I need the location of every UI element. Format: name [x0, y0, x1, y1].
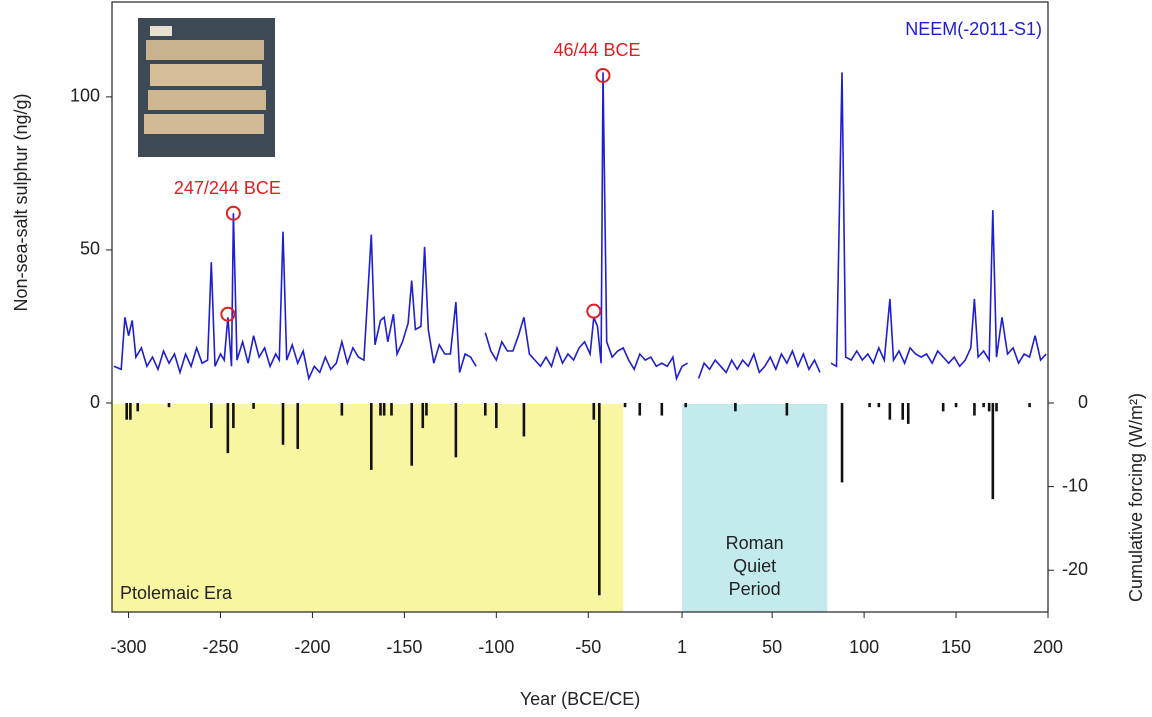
forcing-bar	[941, 403, 945, 412]
forcing-bar	[623, 403, 627, 408]
forcing-bar	[954, 403, 958, 408]
forcing-bar	[995, 403, 998, 412]
forcing-bar	[660, 403, 664, 416]
forcing-bar	[684, 403, 688, 408]
x-axis-label: Year (BCE/CE)	[520, 689, 640, 709]
forcing-bar	[868, 403, 871, 408]
forcing-bar	[421, 403, 425, 429]
x-tick-label: -50	[575, 637, 601, 657]
highlight-circle	[595, 67, 611, 83]
y2-tick-label: -20	[1062, 559, 1088, 579]
forcing-bar	[136, 403, 140, 412]
x-tick-label: -200	[294, 637, 330, 657]
forcing-bar	[877, 403, 881, 408]
forcing-bar	[888, 403, 892, 420]
x-tick-label: -300	[111, 637, 147, 657]
highlight-circle	[586, 303, 602, 319]
x-tick-label: 1	[677, 637, 687, 657]
x-tick-label: 100	[849, 637, 879, 657]
forcing-bar	[973, 403, 976, 416]
forcing-bar	[785, 403, 789, 416]
forcing-bar	[296, 403, 300, 449]
forcing-bar	[840, 403, 844, 483]
forcing-bar	[281, 403, 285, 445]
legend-label: NEEM(-2011-S1)	[905, 19, 1042, 39]
forcing-bar	[483, 403, 487, 416]
y2-axis-label: Cumulative forcing (W/m²)	[1126, 393, 1146, 602]
forcing-bar	[592, 403, 596, 420]
forcing-bar	[390, 403, 393, 416]
x-tick-label: -250	[202, 637, 238, 657]
forcing-bar	[232, 403, 235, 429]
forcing-bar	[129, 403, 132, 420]
y-tick-label: 100	[70, 86, 100, 106]
x-tick-label: 150	[941, 637, 971, 657]
x-tick-label: -150	[386, 637, 422, 657]
forcing-bar	[638, 403, 642, 416]
forcing-bar	[1028, 403, 1031, 408]
forcing-bar	[991, 403, 995, 500]
forcing-bar	[125, 403, 129, 420]
highlight-circle	[225, 205, 241, 221]
y-axis-label: Non-sea-salt sulphur (ng/g)	[11, 93, 31, 311]
x-tick-label: -100	[478, 637, 514, 657]
inset-image	[138, 18, 275, 157]
forcing-bar	[454, 403, 458, 458]
forcing-bar	[379, 403, 382, 416]
forcing-bar	[425, 403, 428, 416]
highlight-circle	[220, 306, 236, 322]
forcing-bar	[410, 403, 414, 466]
x-tick-label: 50	[762, 637, 782, 657]
period-label: Ptolemaic Era	[120, 583, 233, 603]
forcing-bar	[522, 403, 526, 437]
forcing-bar	[901, 403, 905, 420]
forcing-bar	[906, 403, 910, 424]
plot-frame	[111, 1, 1049, 613]
forcing-bar	[734, 403, 737, 412]
forcing-bar	[598, 403, 601, 596]
period-band	[112, 404, 624, 612]
forcing-bar	[382, 403, 386, 416]
forcing-bar	[210, 403, 213, 429]
forcing-bar	[369, 403, 373, 470]
period-band	[682, 404, 828, 612]
annotation: 247/244 BCE	[174, 178, 281, 198]
forcing-bar	[252, 403, 255, 409]
annotation: 46/44 BCE	[553, 40, 640, 60]
x-tick-label: 200	[1033, 637, 1063, 657]
forcing-bar	[340, 403, 344, 416]
y-tick-label: 0	[90, 392, 100, 412]
y2-tick-label: -10	[1062, 475, 1088, 495]
y2-tick-label: 0	[1078, 392, 1088, 412]
y-tick-label: 50	[80, 239, 100, 259]
data-line	[113, 72, 1047, 382]
period-label: Roman Quiet Period	[725, 533, 784, 599]
forcing-bar	[226, 403, 230, 454]
forcing-bar	[167, 403, 171, 408]
forcing-bar	[495, 403, 498, 429]
forcing-bar	[987, 403, 991, 412]
forcing-bar	[982, 403, 985, 408]
